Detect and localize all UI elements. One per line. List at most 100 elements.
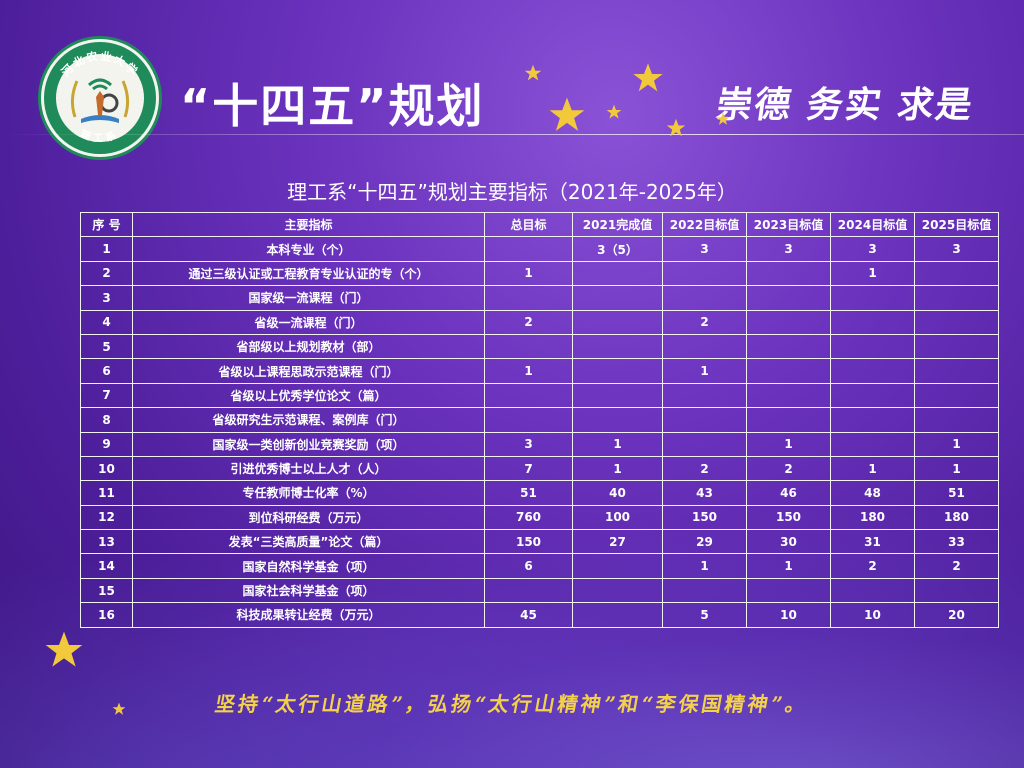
table-cell: 7 xyxy=(80,382,133,409)
table-cell: 10 xyxy=(80,455,133,482)
star-icon xyxy=(45,631,83,667)
table-cell xyxy=(914,285,999,311)
table-cell: 13 xyxy=(80,529,133,555)
table-cell: 40 xyxy=(572,480,663,506)
table-cell: 1 xyxy=(914,455,999,482)
table-cell xyxy=(662,577,747,604)
table-cell: 国家级一流课程（门） xyxy=(132,285,485,311)
header-cell: 2023目标值 xyxy=(746,211,831,238)
star-icon xyxy=(606,104,622,119)
table-cell: 2 xyxy=(914,553,999,579)
table-row: 9 国家级一类创新创业竞赛奖励（项） 3 1 1 1 xyxy=(80,431,999,457)
table-cell: 150 xyxy=(662,504,747,531)
table-cell xyxy=(914,358,999,384)
slogan-text: 坚持“太行山道路”，弘扬“太行山精神”和“李保国精神”。 xyxy=(213,692,811,716)
table-cell xyxy=(484,236,573,262)
table-cell xyxy=(830,309,915,335)
table-cell xyxy=(914,577,999,604)
table-cell: 29 xyxy=(662,529,747,555)
table-cell: 1 xyxy=(746,553,831,579)
motto-text: 崇德 务实 求是 xyxy=(713,84,977,126)
table-cell: 10 xyxy=(830,602,915,628)
table-cell: 180 xyxy=(830,504,915,531)
table-cell xyxy=(572,333,663,360)
table-cell: 2 xyxy=(746,455,831,482)
table-cell: 150 xyxy=(746,504,831,531)
table-cell xyxy=(572,407,663,433)
table-cell: 20 xyxy=(914,602,999,628)
table-cell: 10 xyxy=(746,602,831,628)
table-cell: 180 xyxy=(914,504,999,531)
table-cell xyxy=(572,382,663,409)
table-cell: 国家社会科学基金（项） xyxy=(132,577,485,604)
table-cell xyxy=(746,382,831,409)
page-title: “十四五”规划 xyxy=(180,79,485,133)
table-cell: 30 xyxy=(746,529,831,555)
table-cell: 省级研究生示范课程、案例库（门） xyxy=(132,407,485,433)
table-cell xyxy=(746,358,831,384)
star-icon xyxy=(633,63,663,92)
star-icon xyxy=(112,702,126,715)
star-icon xyxy=(549,97,585,131)
header-cell: 2024目标值 xyxy=(830,211,915,238)
table-cell: 150 xyxy=(484,529,573,555)
table-cell xyxy=(746,577,831,604)
table-cell: 100 xyxy=(572,504,663,531)
table-cell xyxy=(830,285,915,311)
table-cell: 14 xyxy=(80,553,133,579)
table-cell: 3 xyxy=(830,236,915,262)
table-cell xyxy=(572,309,663,335)
table-cell: 12 xyxy=(80,504,133,531)
table-cell: 1 xyxy=(662,358,747,384)
table-cell: 48 xyxy=(830,480,915,506)
table-cell xyxy=(830,431,915,457)
table-cell: 4 xyxy=(80,309,133,335)
table-cell: 省级以上课程思政示范课程（门） xyxy=(132,358,485,384)
table-row: 13 发表“三类高质量”论文（篇） 150 27 29 30 31 33 xyxy=(80,529,999,555)
table-cell xyxy=(830,358,915,384)
table-cell: 1 xyxy=(914,431,999,457)
table-cell: 3 xyxy=(80,285,133,311)
header-cell: 总目标 xyxy=(484,211,573,238)
table-row: 15 国家社会科学基金（项） xyxy=(80,577,999,604)
table-cell: 15 xyxy=(80,577,133,604)
table-cell xyxy=(662,407,747,433)
table-cell: 46 xyxy=(746,480,831,506)
table-cell xyxy=(914,260,999,287)
table-cell: 1 xyxy=(572,455,663,482)
table-cell xyxy=(572,577,663,604)
table-cell: 1 xyxy=(662,553,747,579)
table-cell xyxy=(572,285,663,311)
table-row: 16 科技成果转让经费（万元） 45 5 10 10 20 xyxy=(80,602,999,628)
table-cell: 省级以上优秀学位论文（篇） xyxy=(132,382,485,409)
table-cell: 2 xyxy=(830,553,915,579)
table-cell: 3 xyxy=(484,431,573,457)
table-cell xyxy=(746,285,831,311)
table-cell xyxy=(484,577,573,604)
table-cell: 2 xyxy=(484,309,573,335)
indicators-table: 序 号 主要指标 总目标 2021完成值 2022目标值 2023目标值 202… xyxy=(80,211,999,628)
table-cell: 1 xyxy=(746,431,831,457)
table-cell: 31 xyxy=(830,529,915,555)
table-cell xyxy=(572,358,663,384)
table-cell xyxy=(914,333,999,360)
table-cell xyxy=(914,309,999,335)
table-cell: 43 xyxy=(662,480,747,506)
table-cell xyxy=(484,407,573,433)
table-cell: 51 xyxy=(484,480,573,506)
table-cell xyxy=(746,309,831,335)
table-cell: 3（5） xyxy=(572,236,663,262)
table-row: 5 省部级以上规划教材（部） xyxy=(80,333,999,360)
table-cell: 3 xyxy=(746,236,831,262)
table-cell: 本科专业（个） xyxy=(132,236,485,262)
table-cell: 发表“三类高质量”论文（篇） xyxy=(132,529,485,555)
header-cell: 序 号 xyxy=(80,211,133,238)
table-cell xyxy=(830,577,915,604)
header-cell: 主要指标 xyxy=(132,211,485,238)
table-cell: 3 xyxy=(662,236,747,262)
table-row: 12 到位科研经费（万元） 760 100 150 150 180 180 xyxy=(80,504,999,531)
table-row: 8 省级研究生示范课程、案例库（门） xyxy=(80,407,999,433)
table-cell xyxy=(914,382,999,409)
table-cell: 1 xyxy=(572,431,663,457)
table-cell: 到位科研经费（万元） xyxy=(132,504,485,531)
